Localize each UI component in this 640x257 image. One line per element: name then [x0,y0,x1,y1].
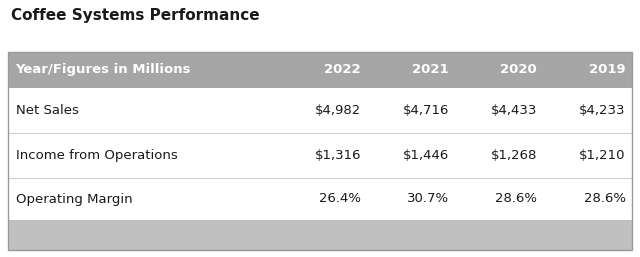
Bar [8,52,632,88]
Text: Net Sales: Net Sales [15,104,79,117]
Text: $4,433: $4,433 [491,104,537,117]
Text: 2021: 2021 [412,63,449,77]
Text: 28.6%: 28.6% [495,192,537,206]
Text: $4,982: $4,982 [315,104,361,117]
Text: $1,316: $1,316 [314,149,361,162]
Text: $4,233: $4,233 [579,104,626,117]
Text: 2022: 2022 [324,63,361,77]
Text: 28.6%: 28.6% [584,192,626,206]
Text: 2019: 2019 [589,63,626,77]
Text: $1,210: $1,210 [579,149,626,162]
Text: Income from Operations: Income from Operations [15,149,177,162]
Text: Operating Margin: Operating Margin [15,192,132,206]
Text: 30.7%: 30.7% [407,192,449,206]
Text: $1,268: $1,268 [491,149,537,162]
Text: 2020: 2020 [500,63,537,77]
Text: 26.4%: 26.4% [319,192,361,206]
Bar [8,88,632,133]
Text: $4,716: $4,716 [403,104,449,117]
Bar [8,178,632,220]
Bar [8,52,632,250]
Text: $1,446: $1,446 [403,149,449,162]
Bar [8,220,632,250]
Bar [8,133,632,178]
Text: Year/Figures in Millions: Year/Figures in Millions [15,63,191,77]
Text: Coffee Systems Performance: Coffee Systems Performance [12,7,260,23]
